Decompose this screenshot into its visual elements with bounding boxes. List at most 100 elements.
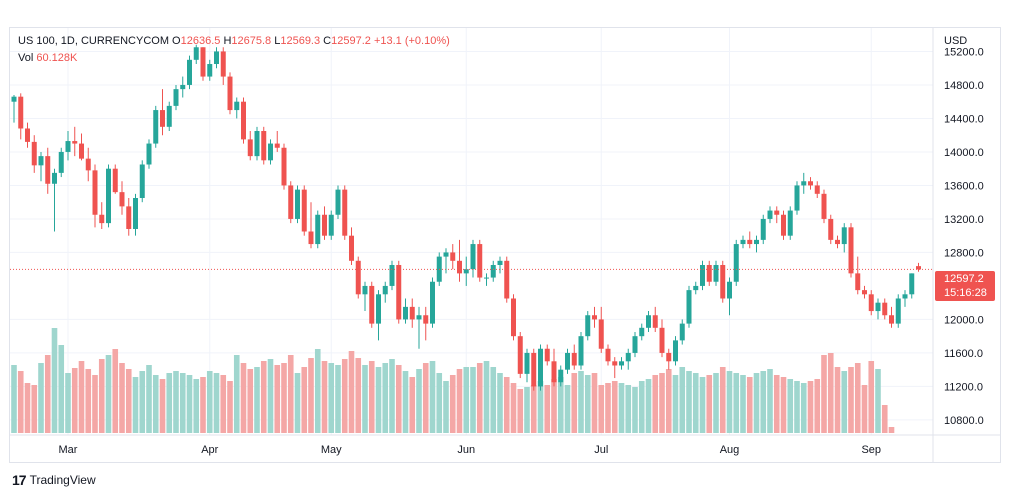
candle-body <box>31 141 37 166</box>
legend-volume: Vol 60.128K <box>18 52 77 64</box>
volume-bar <box>503 377 510 433</box>
candle-body <box>686 290 692 324</box>
volume-bar <box>875 369 881 433</box>
candle-body <box>531 352 537 387</box>
candle-body <box>808 181 813 186</box>
last-price-tag: 12597.2 15:16:28 <box>935 271 995 301</box>
legend-high-label: H <box>223 35 232 47</box>
candle-body <box>187 59 192 85</box>
candle-body <box>490 264 496 278</box>
candle-body <box>909 273 915 295</box>
volume-bar <box>233 355 240 433</box>
volume-bar <box>699 377 706 433</box>
candle-body <box>882 302 888 316</box>
candle-body <box>450 252 456 261</box>
candle-body <box>322 214 327 236</box>
candle-body <box>160 110 165 127</box>
candle-body <box>328 214 334 236</box>
candle-body <box>396 264 402 320</box>
volume-bar <box>17 371 24 433</box>
volume-bar <box>598 385 605 433</box>
volume-bar <box>706 375 713 433</box>
volume-bar <box>260 361 267 433</box>
legend-high-value: 12675.8 <box>231 35 272 47</box>
volume-bar <box>686 371 692 433</box>
volume-bar <box>645 379 652 433</box>
volume-bar <box>794 381 800 433</box>
volume-bar <box>119 363 125 433</box>
candle-body <box>139 164 145 199</box>
candle-body <box>889 315 894 324</box>
x-tick-label: Jul <box>594 444 608 456</box>
candle-body <box>524 352 530 374</box>
volume-bar <box>220 375 227 433</box>
volume-bar <box>868 361 875 433</box>
volume-bar <box>692 373 699 433</box>
footer-brand[interactable]: TradingView <box>29 473 96 487</box>
candle-body <box>241 101 246 140</box>
volume-bar <box>544 385 551 433</box>
y-tick-label: 15200.0 <box>944 46 984 58</box>
candle-body <box>301 189 307 232</box>
candle-body <box>85 158 91 171</box>
candle-body <box>706 264 712 282</box>
legend-close-label: C <box>323 35 332 47</box>
candle-body <box>592 315 597 320</box>
candle-body <box>112 168 118 193</box>
volume-bar <box>200 377 206 433</box>
y-tick-label: 14800.0 <box>944 80 984 92</box>
volume-bar <box>38 363 44 433</box>
legend-vol-value: 60.128K <box>36 52 78 64</box>
candle-body <box>558 369 564 383</box>
volume-bar <box>524 387 530 433</box>
candle-body <box>814 185 820 194</box>
volume-bar <box>31 385 38 433</box>
volume-bar <box>652 375 659 433</box>
candle-body <box>720 264 726 299</box>
candle-body <box>821 193 827 219</box>
volume-bar <box>294 373 301 433</box>
volume-bar <box>578 371 584 433</box>
candle-body <box>247 139 253 157</box>
candle-body <box>612 361 618 366</box>
candle-body <box>605 348 611 362</box>
y-tick-label: 11600.0 <box>944 348 983 360</box>
y-tick-label: 11200.0 <box>944 381 983 393</box>
volume-bar <box>821 355 827 433</box>
tradingview-logo-icon[interactable]: 17 <box>12 472 27 488</box>
volume-bar <box>51 328 58 433</box>
volume-bar <box>166 373 173 433</box>
volume-bar <box>463 367 470 433</box>
volume-bar <box>362 365 368 433</box>
candle-body <box>193 47 199 60</box>
legend-open-value: 12636.5 <box>180 35 221 47</box>
candle-body <box>315 214 321 245</box>
candle-body <box>342 189 348 236</box>
volume-bar <box>719 367 726 433</box>
candle-body <box>457 260 462 274</box>
candle-body <box>99 214 105 224</box>
candle-body <box>875 302 881 312</box>
volume-bar <box>159 379 166 433</box>
candle-body <box>207 64 213 77</box>
candle-body <box>25 128 30 142</box>
volume-bar <box>773 375 780 433</box>
candle-body <box>72 141 78 144</box>
legend-low-label: L <box>274 35 281 47</box>
candle-body <box>214 51 219 65</box>
x-tick-label: Sep <box>861 444 881 456</box>
candle-body <box>504 260 510 299</box>
candle-body <box>774 210 780 215</box>
volume-bar <box>132 377 139 433</box>
candle-body <box>571 352 577 366</box>
candle-body <box>349 235 354 261</box>
volume-bar <box>632 387 638 433</box>
candle-body <box>133 198 138 229</box>
candle-body <box>45 156 51 184</box>
candle-body <box>153 110 159 144</box>
volume-bar <box>348 351 355 433</box>
volume-bar <box>753 373 760 433</box>
candle-body <box>585 315 591 337</box>
candle-body <box>767 210 773 219</box>
